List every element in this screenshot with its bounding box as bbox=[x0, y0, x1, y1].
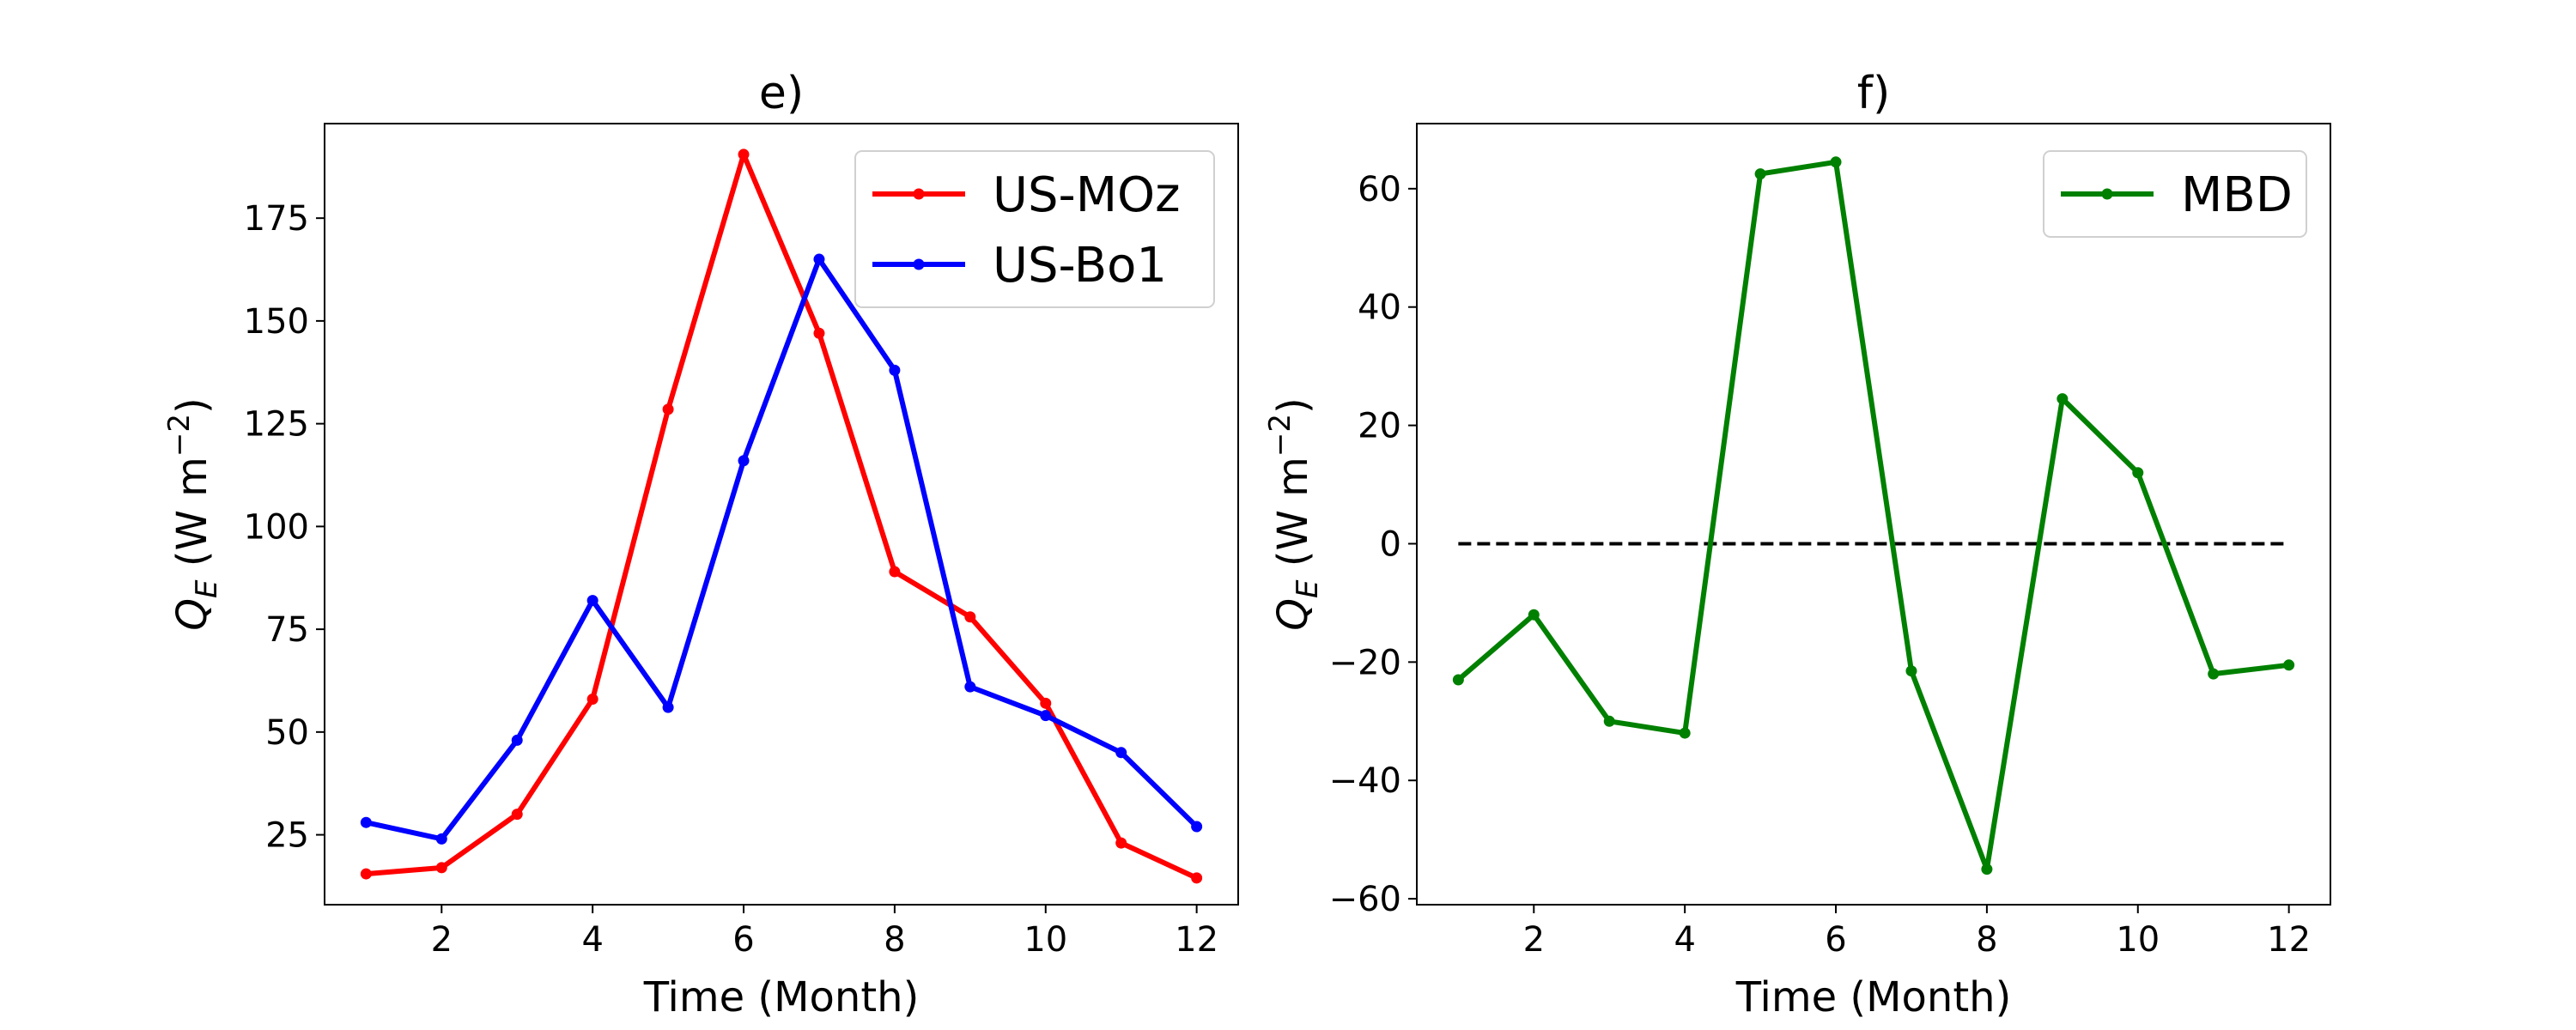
panel-e-ytick-label: 100 bbox=[244, 507, 309, 547]
panel-f-y-axis-unit-close: ) bbox=[1269, 397, 1317, 414]
panel-f-plot-frame bbox=[1416, 123, 2331, 906]
panel-f-point-MBD bbox=[1830, 156, 1842, 168]
panel-e-point-US-Bo1 bbox=[1191, 821, 1203, 833]
panel-e-legend-box bbox=[854, 150, 1215, 308]
panel-f-ytick-label: −60 bbox=[1329, 880, 1401, 919]
panel-e-y-axis-symbol: Q bbox=[168, 598, 216, 631]
panel-e-y-axis-unit: (W m bbox=[168, 457, 216, 579]
panel-e-ytick-label: 150 bbox=[244, 302, 309, 342]
panel-e-point-US-Bo1 bbox=[586, 595, 598, 607]
panel-e-point-US-Bo1 bbox=[1040, 710, 1052, 722]
panel-e-x-axis-label: Time (Month) bbox=[643, 973, 920, 1021]
panel-f-ytick-label: −40 bbox=[1329, 761, 1401, 801]
panel-e-legend-marker-US-MOz bbox=[913, 188, 925, 200]
panel-e-point-US-MOz bbox=[435, 862, 447, 874]
panel-e-legend-label-US-Bo1: US-Bo1 bbox=[993, 238, 1167, 294]
panel-f-title: f) bbox=[1857, 68, 1891, 119]
panel-f-point-MBD bbox=[2208, 668, 2220, 680]
panel-e-ytick-label: 125 bbox=[244, 405, 309, 445]
panel-f-ytick-label: 20 bbox=[1358, 407, 1401, 446]
panel-e-point-US-Bo1 bbox=[813, 253, 825, 265]
panel-f-point-MBD bbox=[2283, 659, 2295, 671]
panel-f-point-MBD bbox=[1528, 609, 1540, 621]
panel-e-xtick-label: 8 bbox=[884, 920, 905, 960]
panel-f: f) 2 4 6 8 10 12 −60 −40 −20 0 20 40 60 Time (Month) QE… bbox=[1263, 68, 2331, 1021]
panel-f-y-axis-superscript: −2 bbox=[1263, 414, 1297, 457]
panel-e-point-US-Bo1 bbox=[511, 734, 523, 746]
panel-e-point-US-Bo1 bbox=[738, 455, 750, 467]
panel-e-point-US-Bo1 bbox=[360, 816, 372, 828]
panel-e-xtick-label: 2 bbox=[431, 920, 453, 960]
panel-e-y-axis-label: QE (W m−2) bbox=[162, 397, 224, 631]
panel-e-point-US-Bo1 bbox=[964, 681, 976, 693]
panel-e-ytick-label: 50 bbox=[265, 713, 309, 753]
panel-e-y-axis-unit-close: ) bbox=[168, 397, 216, 414]
panel-e-y-axis-superscript: −2 bbox=[162, 414, 197, 457]
panel-f-ytick-label: 40 bbox=[1358, 288, 1401, 328]
panel-e-point-US-MOz bbox=[1191, 872, 1203, 884]
panel-e: e) 2 4 6 8 10 12 25 50 75 100 125 150 175 Time (Month)… bbox=[162, 68, 1239, 1021]
panel-f-point-MBD bbox=[2057, 393, 2069, 405]
panel-e-point-US-Bo1 bbox=[1115, 747, 1127, 759]
panel-f-xtick-label: 12 bbox=[2267, 920, 2311, 960]
panel-e-legend-marker-US-Bo1 bbox=[913, 258, 925, 270]
panel-e-point-US-MOz bbox=[662, 403, 674, 415]
panel-f-point-MBD bbox=[1679, 727, 1691, 739]
panel-e-point-US-MOz bbox=[738, 148, 750, 161]
panel-f-y-axis-unit: (W m bbox=[1269, 457, 1317, 579]
panel-e-xtick-label: 6 bbox=[732, 920, 754, 960]
panel-f-x-axis-label: Time (Month) bbox=[1735, 973, 2012, 1021]
panel-f-point-MBD bbox=[1754, 168, 1766, 180]
panel-e-point-US-MOz bbox=[586, 694, 598, 706]
panel-e-point-US-MOz bbox=[511, 809, 523, 821]
panel-e-ytick-label: 175 bbox=[244, 199, 309, 239]
panel-e-legend-label-US-MOz: US-MOz bbox=[993, 167, 1181, 223]
panel-e-ytick-label: 75 bbox=[265, 610, 309, 650]
panel-f-legend-box bbox=[2043, 150, 2307, 238]
panel-f-xtick-label: 2 bbox=[1523, 920, 1545, 960]
panel-e-point-US-MOz bbox=[1040, 697, 1052, 709]
panel-e-point-US-MOz bbox=[813, 327, 825, 339]
panel-f-legend-marker-MBD bbox=[2101, 188, 2113, 200]
panel-f-legend-label-MBD: MBD bbox=[2181, 167, 2293, 223]
panel-e-point-US-Bo1 bbox=[662, 701, 674, 713]
panel-e-point-US-MOz bbox=[1115, 837, 1127, 849]
panel-f-xtick-label: 10 bbox=[2116, 920, 2160, 960]
panel-e-point-US-MOz bbox=[964, 611, 976, 623]
panel-e-point-US-Bo1 bbox=[435, 833, 447, 845]
panel-f-y-axis-subscript: E bbox=[1291, 579, 1325, 598]
panel-e-xtick-label: 12 bbox=[1175, 920, 1218, 960]
panel-f-series-line-MBD bbox=[1455, 159, 2292, 872]
panel-f-point-MBD bbox=[1452, 674, 1464, 686]
panel-e-ytick-label: 25 bbox=[265, 816, 309, 856]
panel-e-plot-frame bbox=[324, 123, 1239, 906]
panel-e-xtick-label: 10 bbox=[1024, 920, 1067, 960]
panel-f-point-MBD bbox=[1603, 715, 1615, 727]
panel-f-y-axis-label: QE (W m−2) bbox=[1263, 397, 1325, 631]
panel-f-ytick-label: 60 bbox=[1358, 170, 1401, 209]
panel-e-series-line-US-Bo1 bbox=[363, 257, 1200, 842]
panel-e-point-US-MOz bbox=[360, 868, 372, 880]
panel-f-ytick-label: −20 bbox=[1329, 643, 1401, 682]
panel-e-title: e) bbox=[759, 68, 804, 119]
panel-f-y-axis-symbol: Q bbox=[1269, 598, 1317, 631]
panel-f-point-MBD bbox=[1905, 665, 1917, 677]
panel-f-ytick-label: 0 bbox=[1380, 524, 1401, 564]
panel-e-point-US-MOz bbox=[889, 566, 901, 578]
panel-f-point-MBD bbox=[2132, 467, 2144, 479]
panel-f-point-MBD bbox=[1981, 863, 1993, 876]
panel-e-point-US-Bo1 bbox=[889, 364, 901, 376]
panel-e-series-line-US-MOz bbox=[363, 151, 1200, 881]
panel-f-xtick-label: 4 bbox=[1674, 920, 1695, 960]
panel-f-xtick-label: 8 bbox=[1976, 920, 1997, 960]
panel-f-xtick-label: 6 bbox=[1825, 920, 1846, 960]
panel-e-xtick-label: 4 bbox=[581, 920, 603, 960]
panel-e-y-axis-subscript: E bbox=[190, 579, 224, 598]
